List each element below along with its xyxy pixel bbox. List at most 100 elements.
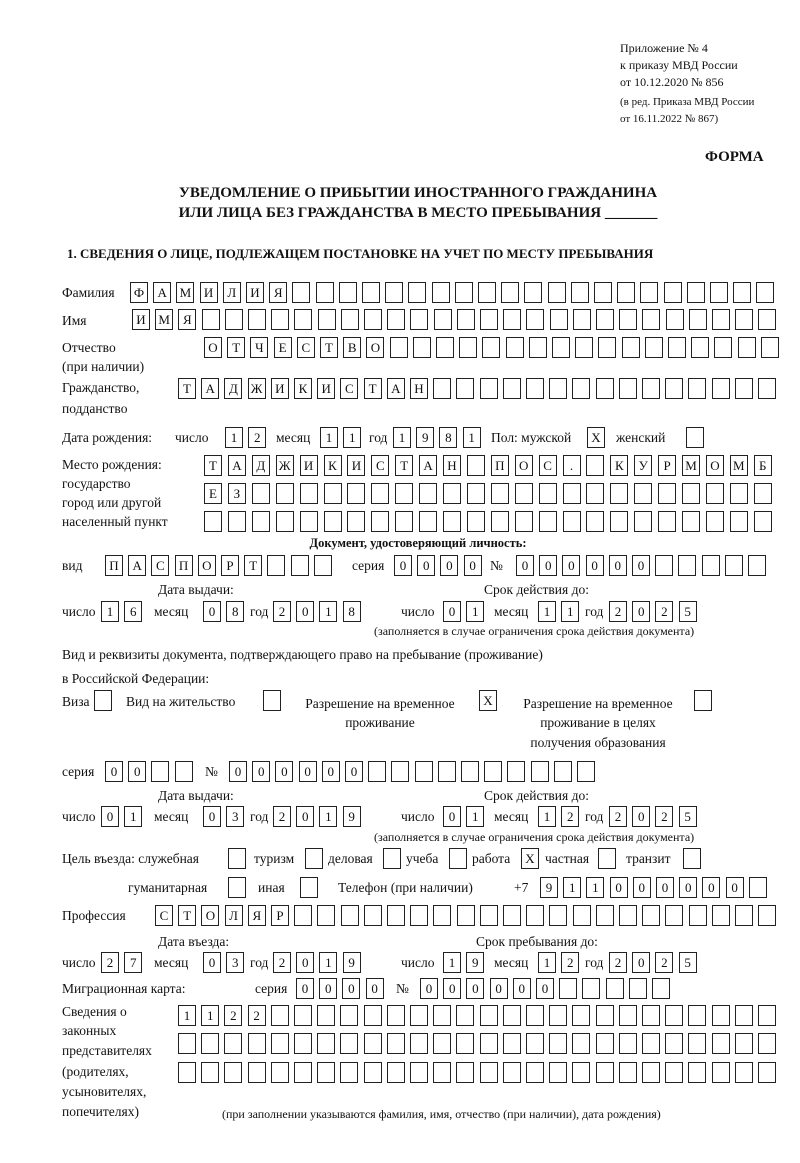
char-box[interactable]: 0 [298,761,317,782]
char-box[interactable] [582,978,601,999]
char-box[interactable]: Н [410,378,428,399]
char-box[interactable] [251,483,270,504]
char-box[interactable] [338,282,357,303]
char-box[interactable] [701,555,720,576]
char-box[interactable]: Л [222,282,241,303]
char-box[interactable]: 0 [679,877,698,898]
char-box[interactable] [753,483,772,504]
char-box[interactable]: 0 [632,806,651,827]
char-box[interactable] [315,282,334,303]
char-box[interactable] [479,1033,498,1054]
char-box[interactable] [734,1033,753,1054]
char-box[interactable]: 3 [226,952,245,973]
char-box[interactable] [758,1033,776,1054]
char-box[interactable] [734,1062,753,1083]
char-box[interactable]: И [246,282,264,303]
char-box[interactable]: Р [658,455,677,476]
char-box[interactable] [665,1005,684,1026]
char-box[interactable] [456,1005,475,1026]
char-box[interactable] [758,1062,776,1083]
char-box[interactable] [299,483,318,504]
char-box[interactable] [227,511,246,532]
char-box[interactable] [610,511,629,532]
char-box[interactable]: 0 [229,761,247,782]
checkbox[interactable] [228,877,246,898]
char-box[interactable] [572,1062,591,1083]
char-box[interactable]: Р [221,555,239,576]
char-box[interactable] [456,309,475,330]
char-box[interactable] [729,483,748,504]
char-box[interactable]: 1 [443,952,461,973]
char-box[interactable] [410,1062,428,1083]
char-box[interactable] [570,282,589,303]
checkbox[interactable] [94,690,112,711]
char-box[interactable]: Т [363,378,382,399]
char-box[interactable] [502,1033,521,1054]
char-box[interactable]: Ж [275,455,294,476]
char-box[interactable]: Л [224,905,243,926]
char-box[interactable]: 5 [678,601,697,622]
char-box[interactable]: 0 [489,978,508,999]
char-box[interactable]: 1 [101,601,119,622]
char-box[interactable] [595,1033,614,1054]
char-box[interactable]: Т [178,905,197,926]
char-box[interactable] [340,1005,359,1026]
char-box[interactable]: 1 [201,1005,220,1026]
char-box[interactable]: П [174,555,193,576]
char-box[interactable] [502,378,521,399]
char-box[interactable]: Ф [130,282,148,303]
char-box[interactable] [756,282,775,303]
char-box[interactable] [395,483,414,504]
char-box[interactable] [549,378,568,399]
char-box[interactable] [433,1062,452,1083]
char-box[interactable]: 2 [273,952,291,973]
char-box[interactable]: 2 [273,601,291,622]
char-box[interactable] [461,761,479,782]
char-box[interactable] [688,309,707,330]
char-box[interactable] [729,511,748,532]
char-box[interactable]: 1 [343,427,362,448]
checkbox[interactable] [598,848,616,869]
char-box[interactable] [456,1033,475,1054]
char-box[interactable] [292,282,311,303]
char-box[interactable] [412,337,431,358]
char-box[interactable] [294,905,313,926]
char-box[interactable] [652,978,670,999]
char-box[interactable]: Е [273,337,292,358]
char-box[interactable]: 0 [702,877,721,898]
char-box[interactable]: А [128,555,147,576]
char-box[interactable]: 1 [466,601,485,622]
char-box[interactable] [724,555,743,576]
char-box[interactable]: С [340,378,359,399]
char-box[interactable]: С [371,455,390,476]
char-box[interactable]: 0 [321,761,340,782]
char-box[interactable] [443,483,461,504]
char-box[interactable] [501,282,520,303]
char-box[interactable]: . [562,455,581,476]
char-box[interactable]: 0 [319,978,338,999]
char-box[interactable]: М [682,455,700,476]
char-box[interactable]: 2 [609,952,627,973]
char-box[interactable]: 0 [128,761,147,782]
char-box[interactable] [456,378,475,399]
char-box[interactable] [758,309,777,330]
char-box[interactable] [642,1005,660,1026]
char-box[interactable]: А [201,378,220,399]
char-box[interactable] [618,1005,637,1026]
char-box[interactable] [267,555,286,576]
char-box[interactable]: 0 [443,806,461,827]
char-box[interactable] [363,1033,382,1054]
char-box[interactable]: Т [320,337,338,358]
char-box[interactable]: И [270,378,289,399]
char-box[interactable] [594,282,612,303]
char-box[interactable] [201,1062,220,1083]
char-box[interactable] [595,1005,614,1026]
char-box[interactable] [634,511,653,532]
char-box[interactable] [628,978,647,999]
checkbox[interactable] [686,427,704,448]
char-box[interactable] [479,905,498,926]
char-box[interactable] [658,511,677,532]
checkbox[interactable] [305,848,323,869]
char-box[interactable] [363,1005,382,1026]
char-box[interactable] [323,483,342,504]
